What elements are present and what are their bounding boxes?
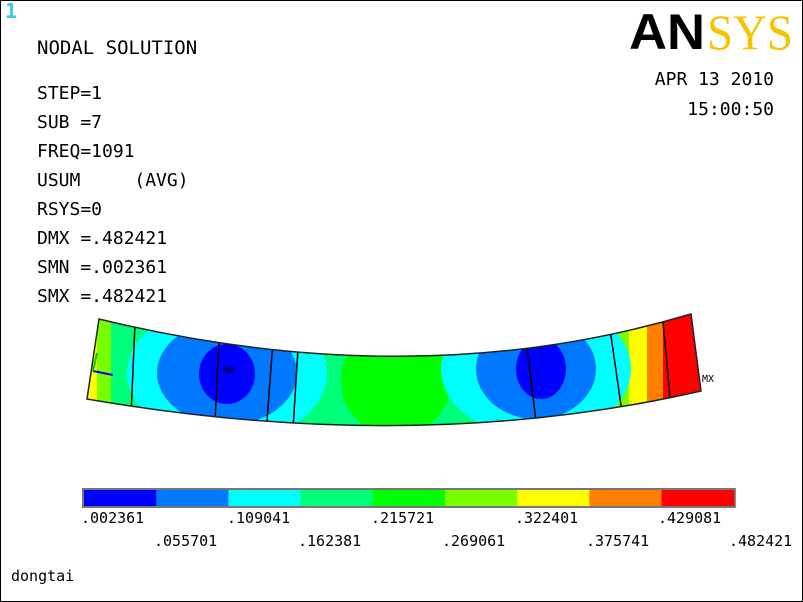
colorbar-segment (156, 490, 229, 506)
colorbar-label-bottom: .375741 (586, 532, 650, 550)
logo-light-text: SYS (707, 4, 793, 56)
sub-value: SUB =7 (37, 112, 103, 133)
colorbar-segment (517, 490, 590, 506)
colorbar-label-top: .002361 (81, 509, 145, 527)
colorbar-label-top: .322401 (515, 509, 579, 527)
colorbar-segment (661, 490, 735, 506)
mid-green-band (341, 326, 451, 426)
min-region (199, 344, 255, 404)
beam-outline (86, 313, 702, 427)
colorbar-segment (300, 490, 374, 506)
plot-title: NODAL SOLUTION (37, 37, 198, 59)
colorbar-label-top: .215721 (371, 509, 435, 527)
plot-time: 15:00:50 (687, 99, 774, 120)
logo-bold-text: AN (629, 4, 705, 56)
colorbar-label-top: .109041 (227, 509, 291, 527)
colorbar-label-bottom: .269061 (442, 532, 506, 550)
window-number: 1 (5, 0, 18, 23)
triad-icon (92, 352, 114, 376)
ansys-logo: AN SYS (629, 4, 793, 56)
colorbar-label-bottom: .482421 (729, 532, 793, 550)
colorbar-segment (372, 490, 446, 506)
footer-label: dongtai (11, 567, 75, 585)
usum-row: USUM (AVG) (37, 166, 189, 195)
colorbar-label-bottom: .162381 (298, 532, 362, 550)
beam-body (87, 314, 701, 426)
result-parameters: STEP=1 SUB =7 FREQ=1091 USUM (AVG) RSYS=0… (37, 79, 189, 311)
max-marker: MX (702, 374, 714, 385)
colorbar-label-bottom: .055701 (154, 532, 218, 550)
usum-label: USUM (37, 170, 81, 191)
avg-label: (AVG) (134, 170, 189, 191)
freq-value: FREQ=1091 (37, 141, 135, 162)
colorbar-label-top: .429081 (658, 509, 722, 527)
step-value: STEP=1 (37, 83, 103, 104)
colorbar (82, 488, 736, 508)
colorbar-segment (589, 490, 663, 506)
smx-value: SMX =.482421 (37, 286, 168, 307)
smn-value: SMN =.002361 (37, 257, 168, 278)
colorbar-segment (228, 490, 302, 506)
dmx-value: DMX =.482421 (37, 228, 168, 249)
rsys-value: RSYS=0 (37, 199, 103, 220)
plot-date: APR 13 2010 (654, 69, 774, 90)
min-marker: MN (223, 366, 234, 376)
colorbar-segment (445, 490, 518, 506)
colorbar-segment (84, 490, 157, 506)
